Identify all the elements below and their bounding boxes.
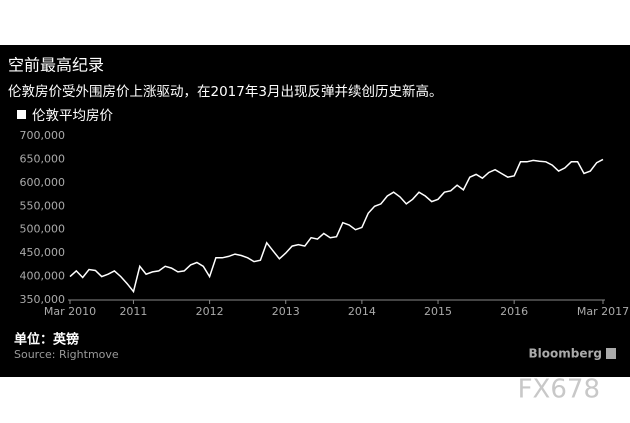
y-tick-label: 450,000 bbox=[20, 246, 66, 259]
y-tick-label: 700,000 bbox=[20, 129, 66, 142]
y-tick-label: 350,000 bbox=[20, 293, 66, 306]
y-tick-label: 650,000 bbox=[20, 152, 66, 165]
source: Source: Rightmove bbox=[14, 348, 119, 361]
x-tick-label: Mar 2010 bbox=[44, 305, 96, 318]
brand: Bloomberg bbox=[529, 347, 603, 361]
watermark: FX678 bbox=[518, 375, 600, 405]
y-tick-label: 400,000 bbox=[20, 270, 66, 283]
x-tick-label: 2016 bbox=[500, 305, 528, 318]
chart-title: 空前最高纪录 bbox=[8, 56, 104, 75]
line bbox=[69, 158, 604, 294]
y-tick-label: 550,000 bbox=[20, 199, 66, 212]
legend-swatch bbox=[17, 110, 26, 119]
panel bbox=[0, 45, 630, 377]
x-tick-label: 2015 bbox=[424, 305, 452, 318]
x-tick-label: Mar 2017 bbox=[577, 305, 629, 318]
x-tick-label: 2011 bbox=[119, 305, 147, 318]
x-tick-label: 2012 bbox=[196, 305, 224, 318]
unit-note: 单位：英镑 bbox=[14, 332, 79, 348]
x-tick-label: 2013 bbox=[272, 305, 300, 318]
chart-subtitle: 伦敦房价受外围房价上涨驱动，在2017年3月出现反弹并续创历史新高。 bbox=[8, 83, 442, 100]
y-tick-label: 500,000 bbox=[20, 223, 66, 236]
brand-icon bbox=[606, 348, 616, 359]
y-tick-label: 600,000 bbox=[20, 176, 66, 189]
legend-label: 伦敦平均房价 bbox=[32, 108, 113, 124]
x-tick-label: 2014 bbox=[348, 305, 376, 318]
